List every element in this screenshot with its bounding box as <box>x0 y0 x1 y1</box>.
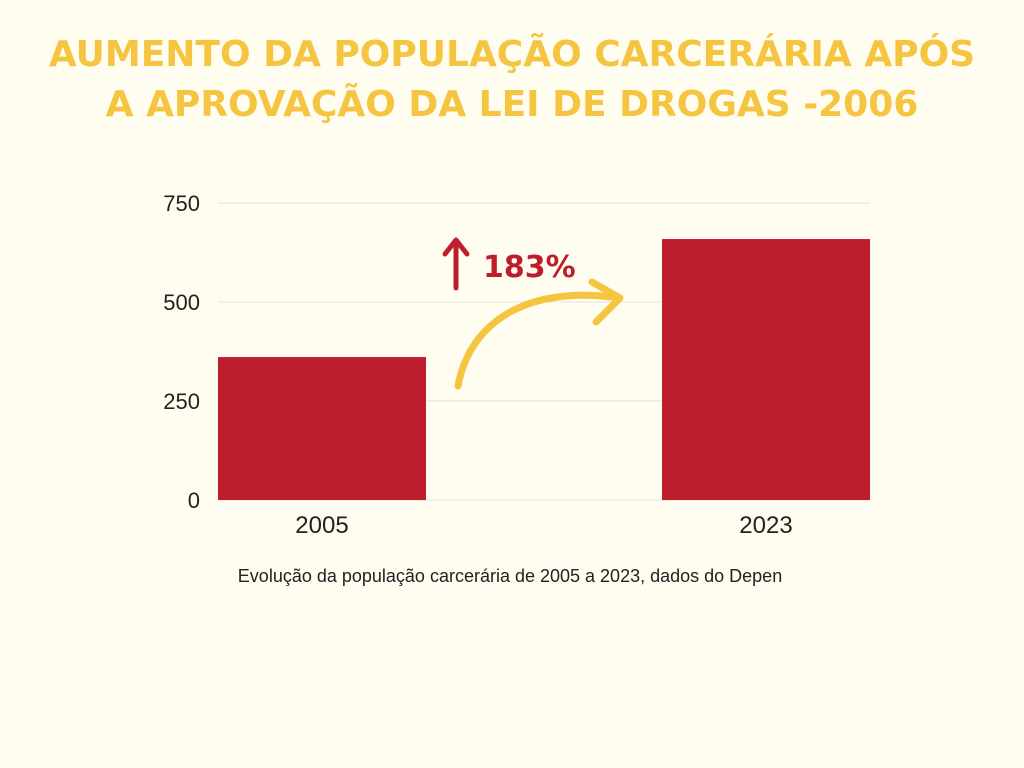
bars: 2005 2023 <box>218 239 870 539</box>
y-tick-label: 750 <box>163 191 200 216</box>
bar <box>218 357 426 500</box>
bar <box>662 239 870 500</box>
x-tick-label: 2023 <box>739 512 792 539</box>
y-tick-label: 250 <box>163 389 200 414</box>
chart-title: AUMENTO DA POPULAÇÃO CARCERÁRIA APÓS <box>49 33 975 75</box>
chart-title: A APROVAÇÃO DA LEI DE DROGAS -2006 <box>106 83 919 125</box>
caption: Evolução da população carcerária de 2005… <box>238 566 782 586</box>
up-arrow <box>442 237 470 291</box>
arrow-head <box>588 278 624 326</box>
x-tick-label: 2005 <box>295 512 348 539</box>
annotation: 183% <box>483 250 576 285</box>
y-tick-label: 0 <box>188 488 200 513</box>
curved-arrow <box>454 291 622 390</box>
y-tick-label: 500 <box>163 290 200 315</box>
